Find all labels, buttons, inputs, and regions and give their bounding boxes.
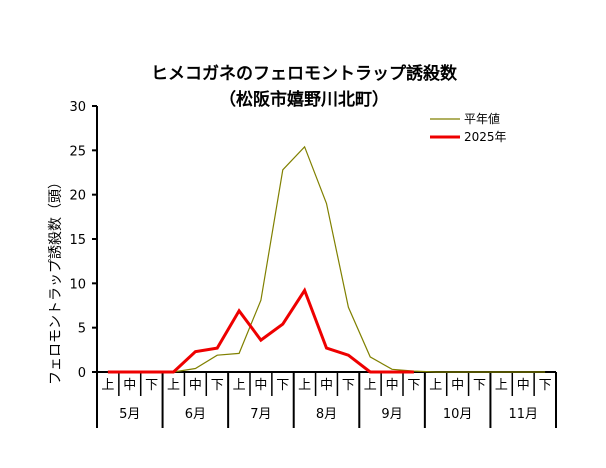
x-month-label: 5月 xyxy=(119,407,140,422)
x-decade-label: 上 xyxy=(233,378,246,393)
x-decade-label: 中 xyxy=(320,378,333,393)
x-decade-label: 上 xyxy=(429,378,442,393)
x-decade-label: 下 xyxy=(539,378,552,393)
legend-label-2025: 2025年 xyxy=(464,130,507,144)
x-decade-label: 下 xyxy=(407,378,420,393)
x-decade-label: 下 xyxy=(276,378,289,393)
x-decade-label: 上 xyxy=(364,378,377,393)
x-decade-label: 中 xyxy=(189,378,202,393)
x-month-label: 11月 xyxy=(508,407,538,422)
chart-title: ヒメコガネのフェロモントラップ誘殺数 xyxy=(151,63,458,84)
chart-subtitle: （松阪市嬉野川北町） xyxy=(219,89,389,110)
legend: 平年値 2025年 xyxy=(430,111,507,144)
x-decade-label: 上 xyxy=(495,378,508,393)
x-decade-label: 上 xyxy=(101,378,114,393)
legend-label-normal: 平年値 xyxy=(464,111,500,126)
y-tick-label: 20 xyxy=(69,189,86,204)
x-month-label: 10月 xyxy=(443,407,473,422)
x-decade-label: 上 xyxy=(167,378,180,393)
y-axis-title: フェロモントラップ誘殺数（頭） xyxy=(48,175,64,385)
x-decade-label: 中 xyxy=(123,378,136,393)
y-tick-label: 30 xyxy=(69,100,86,115)
y-tick-label: 25 xyxy=(69,144,86,159)
y-tick-label: 15 xyxy=(69,233,86,248)
series-line-normal xyxy=(107,145,546,373)
y-tick-label: 5 xyxy=(78,322,86,337)
x-month-label: 6月 xyxy=(185,407,206,422)
series-line-2025 xyxy=(107,287,414,374)
x-decade-label: 中 xyxy=(451,378,464,393)
x-decade-label: 下 xyxy=(342,378,355,393)
y-tick-label: 10 xyxy=(69,277,86,292)
x-decade-label: 下 xyxy=(473,378,486,393)
y-tick-label: 0 xyxy=(78,366,86,381)
x-month-label: 7月 xyxy=(250,407,271,422)
x-decade-label: 下 xyxy=(145,378,158,393)
x-decade-label: 中 xyxy=(517,378,530,393)
series-layer xyxy=(107,145,546,374)
x-decade-label: 中 xyxy=(254,378,267,393)
x-month-label: 8月 xyxy=(316,407,337,422)
x-decade-label: 上 xyxy=(298,378,311,393)
x-month-label: 9月 xyxy=(381,407,402,422)
x-decade-label: 中 xyxy=(386,378,399,393)
x-decade-label: 下 xyxy=(211,378,224,393)
label-layer: 051015202530上中下上中下上中下上中下上中下上中下上中下5月 6月 7月 8… xyxy=(69,100,551,422)
